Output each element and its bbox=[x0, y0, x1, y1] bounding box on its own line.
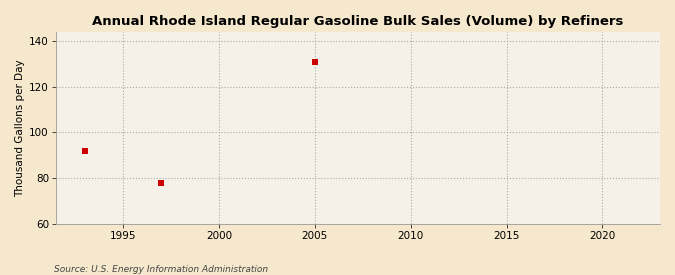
Point bbox=[79, 148, 90, 153]
Y-axis label: Thousand Gallons per Day: Thousand Gallons per Day bbox=[15, 59, 25, 197]
Text: Source: U.S. Energy Information Administration: Source: U.S. Energy Information Administ… bbox=[54, 265, 268, 274]
Point bbox=[156, 180, 167, 185]
Title: Annual Rhode Island Regular Gasoline Bulk Sales (Volume) by Refiners: Annual Rhode Island Regular Gasoline Bul… bbox=[92, 15, 624, 28]
Point bbox=[309, 59, 320, 64]
